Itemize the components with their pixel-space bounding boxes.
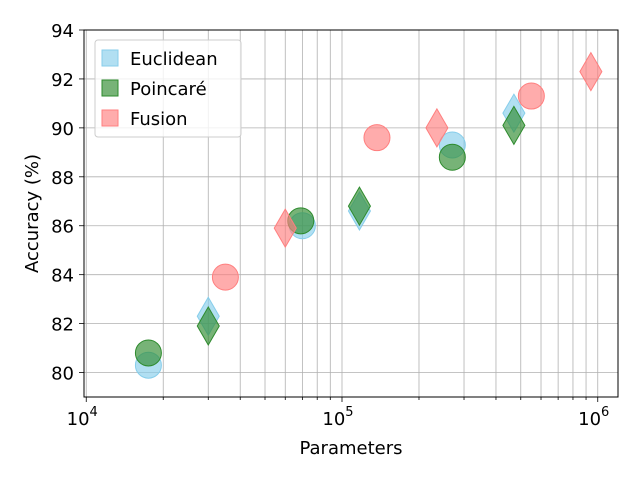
x-tick-label: 104 (67, 405, 98, 430)
x-tick-label: 106 (578, 405, 609, 430)
y-tick-label: 82 (51, 315, 74, 336)
legend-swatch (101, 109, 119, 127)
legend-swatch (101, 49, 119, 67)
point-poincar-5 (438, 143, 466, 171)
point-poincar-2 (196, 306, 220, 347)
point-fusion-2 (273, 208, 297, 249)
point-fusion-4 (425, 107, 449, 148)
legend-label: Euclidean (130, 49, 218, 70)
legend: Euclidean Poincaré Fusion (94, 39, 242, 138)
point-fusion-6 (579, 51, 603, 92)
point-poincar-6 (502, 105, 526, 146)
plot-frame (83, 29, 619, 398)
legend-label: Poincaré (130, 79, 207, 100)
point-fusion-5 (517, 82, 545, 110)
y-tick-label: 88 (51, 168, 74, 189)
y-tick-label: 86 (51, 217, 74, 238)
point-poincar-1 (134, 339, 162, 367)
y-tick-label: 80 (51, 364, 74, 385)
x-tick-label: 105 (322, 405, 353, 430)
x-axis-title: Parameters (299, 438, 402, 459)
data-points (134, 51, 603, 379)
y-tick-label: 92 (51, 70, 74, 91)
y-axis-title: Accuracy (%) (22, 154, 43, 273)
legend-swatch (101, 79, 119, 97)
y-tick-label: 84 (51, 266, 74, 287)
point-poincar-4 (347, 186, 372, 227)
point-fusion-1 (211, 263, 239, 291)
point-fusion-3 (363, 124, 391, 152)
grid-lines (84, 29, 618, 397)
y-tick-label: 90 (51, 119, 74, 140)
y-tick-label: 94 (51, 21, 74, 42)
legend-label: Fusion (130, 109, 188, 130)
legend-box (94, 39, 242, 138)
axis-ticks: 80 82 84 86 88 90 92 94 104 105 106 (51, 21, 609, 430)
